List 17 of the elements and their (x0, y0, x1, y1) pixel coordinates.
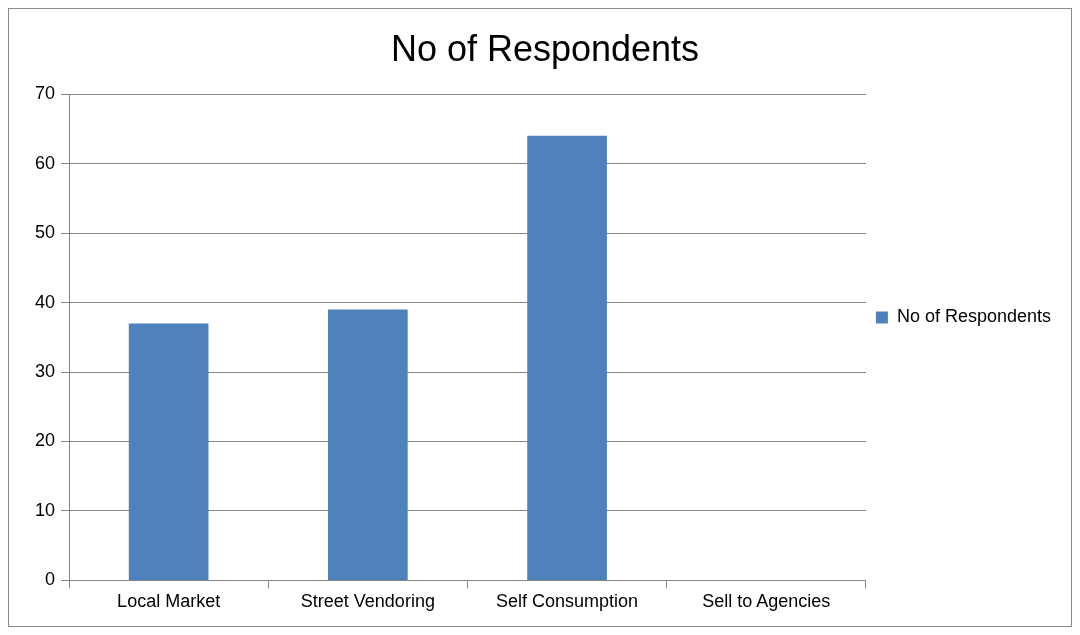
y-tick-label: 50 (34, 222, 56, 243)
y-tick-label: 40 (34, 291, 56, 312)
x-tick-label: Sell to Agencies (702, 591, 831, 612)
y-tick-label: 10 (34, 499, 56, 520)
bar (128, 323, 209, 580)
y-tick-label: 0 (45, 569, 56, 590)
y-tick-label: 70 (34, 83, 56, 104)
y-tick-label: 20 (34, 430, 56, 451)
legend-label: No of Respondents (896, 306, 1052, 327)
y-tick-label: 30 (34, 361, 56, 381)
bar (328, 309, 408, 580)
bar (527, 135, 607, 580)
chart-title: No of Respondents (390, 27, 700, 69)
x-tick-label: Local Market (117, 591, 221, 612)
x-tick-label: Street Vendoring (300, 591, 435, 612)
x-tick-label: Self Consumption (496, 591, 639, 612)
y-tick-label: 60 (34, 152, 56, 173)
